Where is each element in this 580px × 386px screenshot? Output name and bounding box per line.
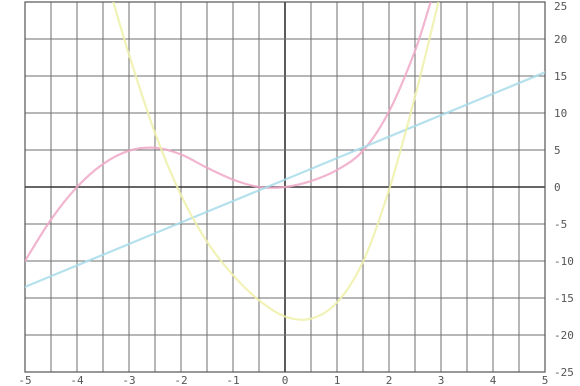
x-tick-label: -3 [122,374,135,386]
y-tick-label: -20 [554,329,574,342]
y-tick-label: 5 [554,144,561,157]
y-tick-label: 0 [554,181,561,194]
x-tick-label: 0 [282,374,289,386]
y-tick-label: -15 [554,292,574,305]
plot-frame [24,1,546,373]
series-layer [25,2,545,321]
x-tick-label: 5 [542,374,549,386]
x-tick-labels: -5 -4 -3 -2 -1 0 1 2 3 4 5 [18,374,548,386]
x-tick-label: 4 [490,374,497,386]
x-tick-label: 1 [334,374,341,386]
y-tick-labels: 25 20 15 10 5 0 -5 -10 -15 -20 -25 [554,0,574,379]
x-tick-label: -2 [174,374,187,386]
y-tick-label: 15 [554,70,567,83]
x-tick-label: 3 [438,374,445,386]
series-line-2 [25,71,545,288]
x-tick-label: 2 [386,374,393,386]
y-tick-label: -25 [554,366,574,379]
y-tick-label: -10 [554,255,574,268]
x-tick-label: -5 [18,374,31,386]
y-tick-label: 10 [554,107,567,120]
series-line-3 [112,2,440,321]
series-line-1 [25,2,432,263]
grid [24,1,546,373]
x-tick-label: -1 [226,374,239,386]
y-tick-label: 20 [554,33,567,46]
y-tick-label: -5 [554,218,567,231]
y-tick-label: 25 [554,0,567,13]
x-tick-label: -4 [70,374,84,386]
